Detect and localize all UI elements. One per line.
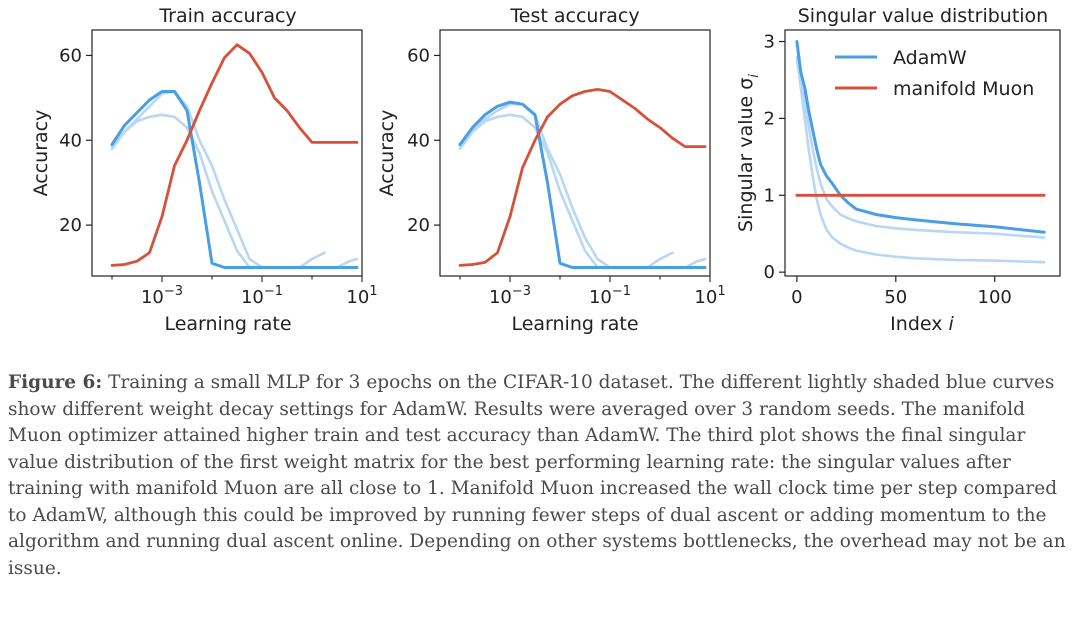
singular-value-xtick-label: 100	[978, 287, 1012, 308]
singular-value-ytick-label: 0	[764, 262, 775, 283]
singular-value-yticks: 0 1 2 3	[764, 32, 785, 283]
train-accuracy-xtick-label: 10−1	[241, 284, 283, 308]
test-accuracy-panel: Test accuracy 20 40 60 10−3 10−1 101 Learnin…	[376, 5, 726, 335]
singular-value-ylabel: Singular value σi	[735, 74, 762, 232]
test-accuracy-xtick-label: 101	[694, 284, 725, 308]
test-accuracy-ytick-label: 20	[407, 215, 430, 236]
test-accuracy-ytick-label: 40	[407, 130, 430, 151]
singular-value-xlabel-text: Index	[890, 313, 942, 335]
train-accuracy-xtick-label: 10−3	[141, 284, 183, 308]
train-accuracy-yticks: 20 40 60	[59, 45, 92, 236]
train-accuracy-xtick-label: 101	[346, 284, 377, 308]
test-accuracy-yticks: 20 40 60	[407, 45, 440, 236]
test-accuracy-series-0-light-line	[458, 113, 624, 269]
test-accuracy-frame	[439, 29, 711, 277]
singular-value-xlabel-var: i	[949, 313, 955, 335]
train-accuracy-title: Train accuracy	[158, 5, 296, 27]
singular-value-ytick-label: 2	[764, 108, 775, 129]
legend-box	[822, 40, 1058, 108]
singular-value-ylabel-sub: i	[747, 74, 762, 78]
test-accuracy-xlabel: Learning rate	[511, 313, 638, 335]
test-accuracy-title: Test accuracy	[509, 5, 639, 27]
test-accuracy-xtick-label: 10−3	[489, 284, 531, 308]
singular-value-xlabel: Index i	[890, 313, 954, 335]
singular-value-lines	[795, 40, 1046, 264]
singular-value-ytick-label: 3	[764, 32, 775, 53]
test-accuracy-xtick-label: 10−1	[589, 284, 631, 308]
legend-adamw-label: AdamW	[893, 47, 967, 69]
train-accuracy-xticks: 10−3 10−1 101	[111, 276, 378, 308]
train-accuracy-series-4-muon-line	[110, 43, 359, 267]
test-accuracy-series-3-main-line	[458, 100, 707, 269]
singular-value-xticks: 0 50 100	[791, 276, 1012, 308]
test-accuracy-xticks: 10−3 10−1 101	[459, 276, 726, 308]
test-accuracy-ytick-label: 60	[407, 45, 430, 66]
legend: AdamW manifold Muon	[822, 40, 1058, 108]
train-accuracy-panel: Train accuracy 20 40 60 10−3 10−1 101 Learni…	[30, 5, 378, 335]
train-accuracy-frame	[91, 29, 363, 277]
singular-value-xtick-label: 0	[791, 287, 802, 308]
train-accuracy-xlabel: Learning rate	[164, 313, 291, 335]
train-accuracy-series-3-main-line	[110, 90, 359, 269]
singular-value-series-0-light-line	[795, 55, 1046, 264]
train-accuracy-ytick-label: 40	[59, 130, 82, 151]
train-accuracy-ytick-label: 20	[59, 215, 82, 236]
singular-value-ylabel-text: Singular value σ	[735, 78, 757, 232]
singular-value-ytick-label: 1	[764, 185, 775, 206]
train-accuracy-ylabel: Accuracy	[30, 110, 52, 197]
figure-caption-label: Figure 6:	[8, 372, 103, 393]
singular-value-xtick-label: 50	[884, 287, 907, 308]
singular-value-frame	[784, 29, 1061, 277]
singular-value-series-2-main-line	[795, 40, 1046, 234]
train-accuracy-ytick-label: 60	[59, 45, 82, 66]
singular-value-title: Singular value distribution	[798, 5, 1048, 27]
test-accuracy-ylabel: Accuracy	[376, 110, 398, 197]
train-accuracy-lines	[110, 43, 359, 269]
figure-caption-text: Training a small MLP for 3 epochs on the…	[8, 372, 1066, 579]
test-accuracy-series-4-muon-line	[458, 88, 707, 267]
test-accuracy-series-1-light-line	[458, 102, 674, 269]
figure-caption: Figure 6: Training a small MLP for 3 epo…	[8, 370, 1074, 582]
test-accuracy-lines	[458, 88, 707, 269]
train-accuracy-series-0-light-line	[110, 113, 276, 269]
singular-value-series-1-light-line	[795, 59, 1046, 239]
legend-muon-label: manifold Muon	[893, 78, 1034, 100]
